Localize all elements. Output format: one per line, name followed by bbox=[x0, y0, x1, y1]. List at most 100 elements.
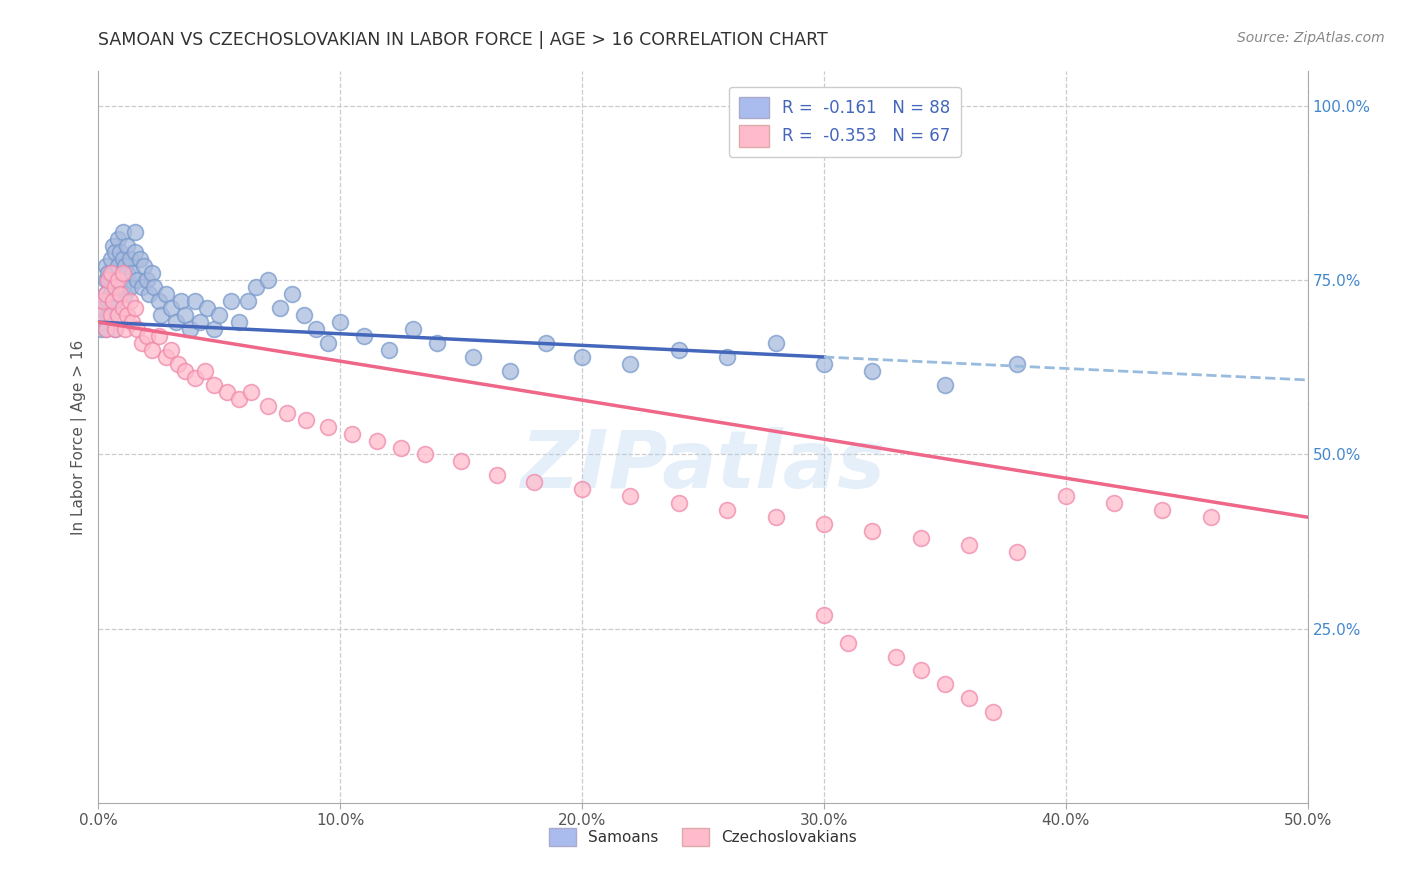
Point bbox=[174, 364, 197, 378]
Point bbox=[117, 266, 139, 280]
Point bbox=[245, 280, 267, 294]
Point bbox=[194, 364, 217, 378]
Point bbox=[463, 350, 485, 364]
Point bbox=[134, 260, 156, 274]
Point bbox=[97, 294, 120, 309]
Point bbox=[305, 322, 328, 336]
Point bbox=[94, 322, 117, 336]
Point bbox=[118, 252, 141, 267]
Point bbox=[208, 308, 231, 322]
Point bbox=[256, 399, 278, 413]
Point bbox=[981, 705, 1004, 719]
Point bbox=[860, 364, 883, 378]
Point bbox=[107, 273, 129, 287]
Point bbox=[143, 280, 166, 294]
Point bbox=[94, 287, 117, 301]
Point bbox=[114, 260, 136, 274]
Point bbox=[765, 336, 787, 351]
Point bbox=[124, 245, 146, 260]
Point bbox=[141, 266, 163, 280]
Point bbox=[111, 252, 134, 267]
Point bbox=[215, 384, 238, 399]
Point bbox=[117, 238, 139, 252]
Point bbox=[100, 287, 122, 301]
Text: Source: ZipAtlas.com: Source: ZipAtlas.com bbox=[1237, 31, 1385, 45]
Point bbox=[486, 468, 509, 483]
Point bbox=[498, 364, 520, 378]
Point bbox=[292, 308, 315, 322]
Point bbox=[342, 426, 364, 441]
Point bbox=[886, 649, 908, 664]
Point bbox=[101, 266, 124, 280]
Point bbox=[813, 517, 835, 532]
Point bbox=[813, 357, 835, 371]
Text: ZIPatlas: ZIPatlas bbox=[520, 427, 886, 506]
Point bbox=[141, 343, 163, 357]
Point bbox=[135, 273, 157, 287]
Point bbox=[104, 322, 127, 336]
Point bbox=[118, 280, 141, 294]
Point bbox=[118, 294, 141, 309]
Point bbox=[716, 503, 738, 517]
Point bbox=[228, 392, 250, 406]
Point bbox=[204, 377, 226, 392]
Point bbox=[91, 315, 114, 329]
Point bbox=[107, 260, 129, 274]
Point bbox=[117, 308, 139, 322]
Point bbox=[111, 280, 134, 294]
Point bbox=[90, 322, 112, 336]
Point bbox=[97, 266, 120, 280]
Point bbox=[228, 315, 250, 329]
Point bbox=[195, 301, 218, 316]
Point bbox=[100, 273, 122, 287]
Point bbox=[101, 294, 124, 309]
Point bbox=[100, 301, 122, 316]
Legend: Samoans, Czechoslovakians: Samoans, Czechoslovakians bbox=[541, 821, 865, 854]
Point bbox=[155, 287, 177, 301]
Point bbox=[155, 350, 177, 364]
Point bbox=[619, 489, 641, 503]
Point bbox=[97, 308, 120, 322]
Point bbox=[101, 294, 124, 309]
Point bbox=[108, 245, 131, 260]
Point bbox=[107, 308, 129, 322]
Point bbox=[413, 448, 436, 462]
Point bbox=[571, 483, 593, 497]
Point bbox=[121, 315, 143, 329]
Point bbox=[571, 350, 593, 364]
Point bbox=[668, 496, 690, 510]
Point bbox=[101, 238, 124, 252]
Point bbox=[239, 384, 262, 399]
Point bbox=[107, 287, 129, 301]
Point bbox=[90, 308, 112, 322]
Point bbox=[837, 635, 859, 649]
Point bbox=[127, 273, 149, 287]
Point bbox=[934, 677, 956, 691]
Point bbox=[295, 412, 318, 426]
Point bbox=[148, 294, 170, 309]
Point bbox=[353, 329, 375, 343]
Point bbox=[957, 538, 980, 552]
Point bbox=[619, 357, 641, 371]
Point bbox=[316, 336, 339, 351]
Point bbox=[124, 301, 146, 316]
Point bbox=[104, 294, 127, 309]
Point bbox=[128, 252, 150, 267]
Point bbox=[523, 475, 546, 490]
Point bbox=[174, 308, 197, 322]
Point bbox=[316, 419, 339, 434]
Point bbox=[104, 280, 127, 294]
Point bbox=[108, 273, 131, 287]
Point bbox=[138, 287, 160, 301]
Point bbox=[111, 301, 134, 316]
Point bbox=[94, 287, 117, 301]
Point bbox=[104, 273, 127, 287]
Point bbox=[111, 266, 134, 280]
Point bbox=[97, 273, 120, 287]
Point bbox=[184, 371, 207, 385]
Point bbox=[111, 225, 134, 239]
Point bbox=[94, 322, 117, 336]
Point bbox=[100, 308, 122, 322]
Point bbox=[276, 406, 298, 420]
Point bbox=[389, 441, 412, 455]
